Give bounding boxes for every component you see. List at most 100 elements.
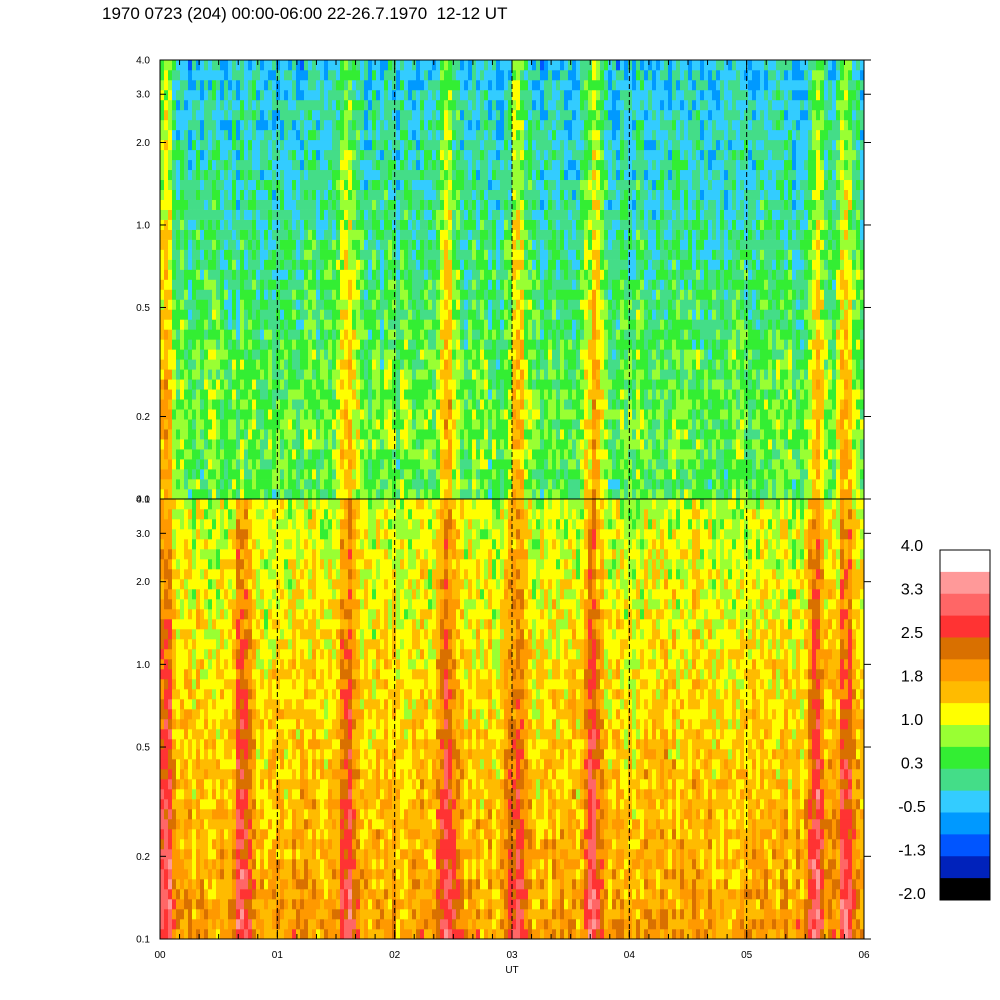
- spectrogram-cell: [552, 249, 557, 260]
- spectrogram-cell: [392, 329, 397, 340]
- spectrogram-cell: [272, 419, 277, 430]
- spectrogram-cell: [340, 479, 345, 490]
- spectrogram-cell: [524, 60, 529, 71]
- spectrogram-cell: [180, 179, 185, 191]
- spectrogram-cell: [572, 459, 577, 470]
- spectrogram-cell: [584, 359, 589, 370]
- spectrogram-cell: [560, 79, 565, 91]
- spectrogram-cell: [188, 199, 193, 210]
- spectrogram-cell: [176, 239, 181, 250]
- spectrogram-cell: [516, 479, 521, 490]
- spectrogram-cell: [248, 399, 253, 410]
- spectrogram-cell: [208, 479, 213, 490]
- spectrogram-cell: [376, 219, 381, 230]
- spectrogram-cell: [308, 409, 313, 420]
- spectrogram-cell: [592, 169, 597, 181]
- spectrogram-cell: [256, 289, 261, 300]
- spectrogram-cell: [404, 259, 409, 270]
- spectrogram-cell: [220, 69, 225, 81]
- spectrogram-cell: [308, 329, 313, 340]
- spectrogram-cell: [256, 199, 261, 210]
- spectrogram-cell: [280, 319, 285, 330]
- spectrogram-cell: [384, 89, 389, 101]
- spectrogram-cell: [396, 269, 401, 280]
- spectrogram-cell: [588, 229, 593, 240]
- spectrogram-cell: [528, 109, 533, 121]
- spectrogram-cell: [536, 289, 541, 300]
- spectrogram-cell: [288, 79, 293, 91]
- spectrogram-cell: [200, 119, 205, 131]
- spectrogram-cell: [476, 69, 481, 81]
- spectrogram-cell: [296, 149, 301, 161]
- spectrogram-cell: [360, 319, 365, 330]
- spectrogram-cell: [512, 269, 517, 280]
- spectrogram-cell: [540, 109, 545, 121]
- spectrogram-cell: [208, 419, 213, 430]
- spectrogram-cell: [560, 339, 565, 350]
- spectrogram-cell: [304, 79, 309, 91]
- spectrogram-cell: [384, 369, 389, 380]
- spectrogram-cell: [348, 439, 353, 450]
- spectrogram-cell: [280, 129, 285, 141]
- spectrogram-cell: [300, 239, 305, 250]
- spectrogram-cell: [600, 139, 605, 151]
- spectrogram-cell: [308, 429, 313, 440]
- spectrogram-cell: [540, 419, 545, 430]
- spectrogram-cell: [348, 209, 353, 220]
- spectrogram-cell: [240, 379, 245, 390]
- spectrogram-cell: [252, 209, 257, 220]
- spectrogram-cell: [572, 359, 577, 370]
- spectrogram-cell: [216, 219, 221, 230]
- spectrogram-cell: [372, 479, 377, 490]
- spectrogram-cell: [532, 449, 537, 460]
- spectrogram-cell: [472, 469, 477, 480]
- spectrogram-cell: [508, 109, 513, 121]
- spectrogram-cell: [396, 379, 401, 390]
- spectrogram-cell: [572, 249, 577, 260]
- spectrogram-cell: [568, 399, 573, 410]
- spectrogram-cell: [288, 399, 293, 410]
- spectrogram-cell: [560, 349, 565, 360]
- spectrogram-cell: [252, 169, 257, 181]
- spectrogram-cell: [240, 139, 245, 151]
- spectrogram-cell: [456, 429, 461, 440]
- spectrogram-cell: [336, 289, 341, 300]
- spectrogram-cell: [552, 439, 557, 450]
- spectrogram-cell: [520, 60, 525, 71]
- spectrogram-cell: [492, 209, 497, 220]
- spectrogram-cell: [544, 429, 549, 440]
- spectrogram-cell: [216, 199, 221, 210]
- spectrogram-cell: [484, 149, 489, 161]
- spectrogram-cell: [212, 239, 217, 250]
- spectrogram-cell: [260, 429, 265, 440]
- spectrogram-cell: [252, 469, 257, 480]
- spectrogram-cell: [500, 309, 505, 320]
- spectrogram-cell: [204, 329, 209, 340]
- spectrogram-cell: [248, 239, 253, 250]
- spectrogram-cell: [228, 299, 233, 310]
- spectrogram-cell: [472, 199, 477, 210]
- spectrogram-cell: [400, 489, 405, 499]
- spectrogram-cell: [248, 199, 253, 210]
- spectrogram-cell: [216, 129, 221, 141]
- spectrogram-cell: [456, 99, 461, 111]
- spectrogram-cell: [216, 489, 221, 499]
- spectrogram-cell: [392, 159, 397, 171]
- spectrogram-cell: [444, 479, 449, 490]
- spectrogram-cell: [220, 189, 225, 200]
- spectrogram-cell: [556, 119, 561, 131]
- spectrogram-cell: [252, 189, 257, 200]
- spectrogram-cell: [544, 239, 549, 250]
- spectrogram-cell: [256, 69, 261, 81]
- spectrogram-cell: [212, 60, 217, 71]
- spectrogram-cell: [372, 179, 377, 191]
- spectrogram-cell: [308, 219, 313, 230]
- spectrogram-cell: [560, 99, 565, 111]
- spectrogram-cell: [364, 369, 369, 380]
- spectrogram-cell: [272, 159, 277, 171]
- spectrogram-cell: [364, 239, 369, 250]
- spectrogram-cell: [356, 69, 361, 81]
- spectrogram-cell: [488, 119, 493, 131]
- spectrogram-cell: [532, 60, 537, 71]
- spectrogram-cell: [360, 309, 365, 320]
